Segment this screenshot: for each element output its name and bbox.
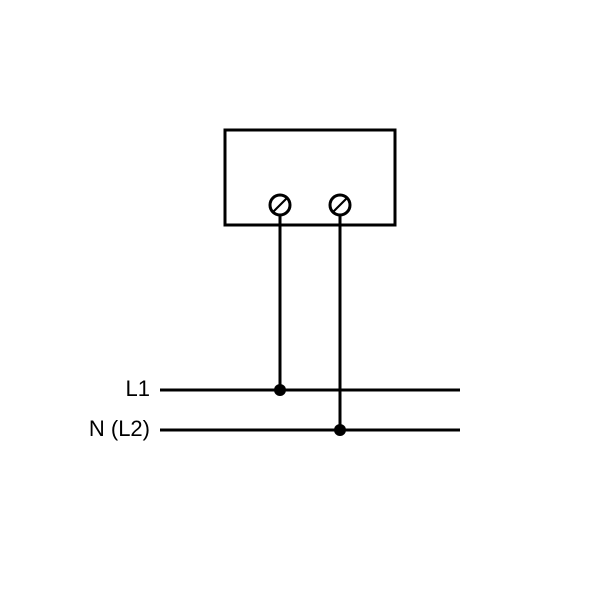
junction-1: [274, 384, 286, 396]
terminals-group: [270, 195, 350, 215]
rails-group: [160, 390, 460, 430]
label-n-l2: N (L2): [89, 416, 150, 441]
junctions-group: [274, 384, 346, 436]
junction-2: [334, 424, 346, 436]
wires-group: [280, 215, 340, 430]
device-box: [225, 130, 395, 225]
label-l1: L1: [126, 376, 150, 401]
wiring-diagram: L1 N (L2): [0, 0, 600, 600]
